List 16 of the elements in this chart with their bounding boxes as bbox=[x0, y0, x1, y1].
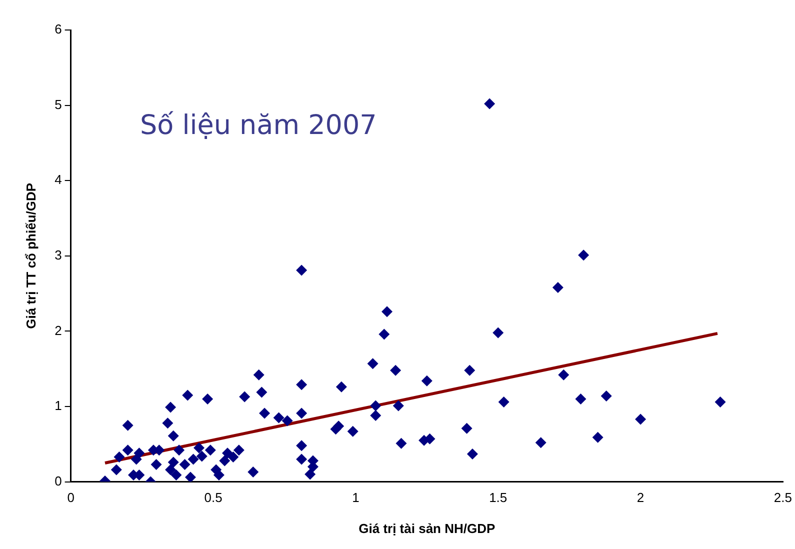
x-tick-label: 0 bbox=[67, 490, 74, 506]
x-tick-label: 2.5 bbox=[774, 490, 792, 506]
y-tick-label: 0 bbox=[54, 473, 62, 488]
x-axis-title: Giá trị tài sản NH/GDP bbox=[358, 520, 496, 536]
y-tick-label: 1 bbox=[54, 398, 62, 414]
y-tick-label: 3 bbox=[54, 247, 62, 262]
x-tick-label: 1.5 bbox=[489, 490, 508, 506]
y-tick-label: 2 bbox=[54, 322, 62, 338]
y-tick-label: 4 bbox=[54, 172, 62, 188]
x-tick-label: 1 bbox=[352, 490, 360, 506]
x-tick-label: 0.5 bbox=[204, 490, 222, 506]
y-tick-label: 5 bbox=[54, 96, 62, 112]
annotation: Số liệu năm 2007 bbox=[140, 110, 377, 141]
y-tick-label: 6 bbox=[54, 22, 62, 37]
y-axis-title: Giá trị TT cổ phiếu/GDP bbox=[23, 182, 38, 329]
x-tick-label: 2 bbox=[636, 490, 644, 506]
